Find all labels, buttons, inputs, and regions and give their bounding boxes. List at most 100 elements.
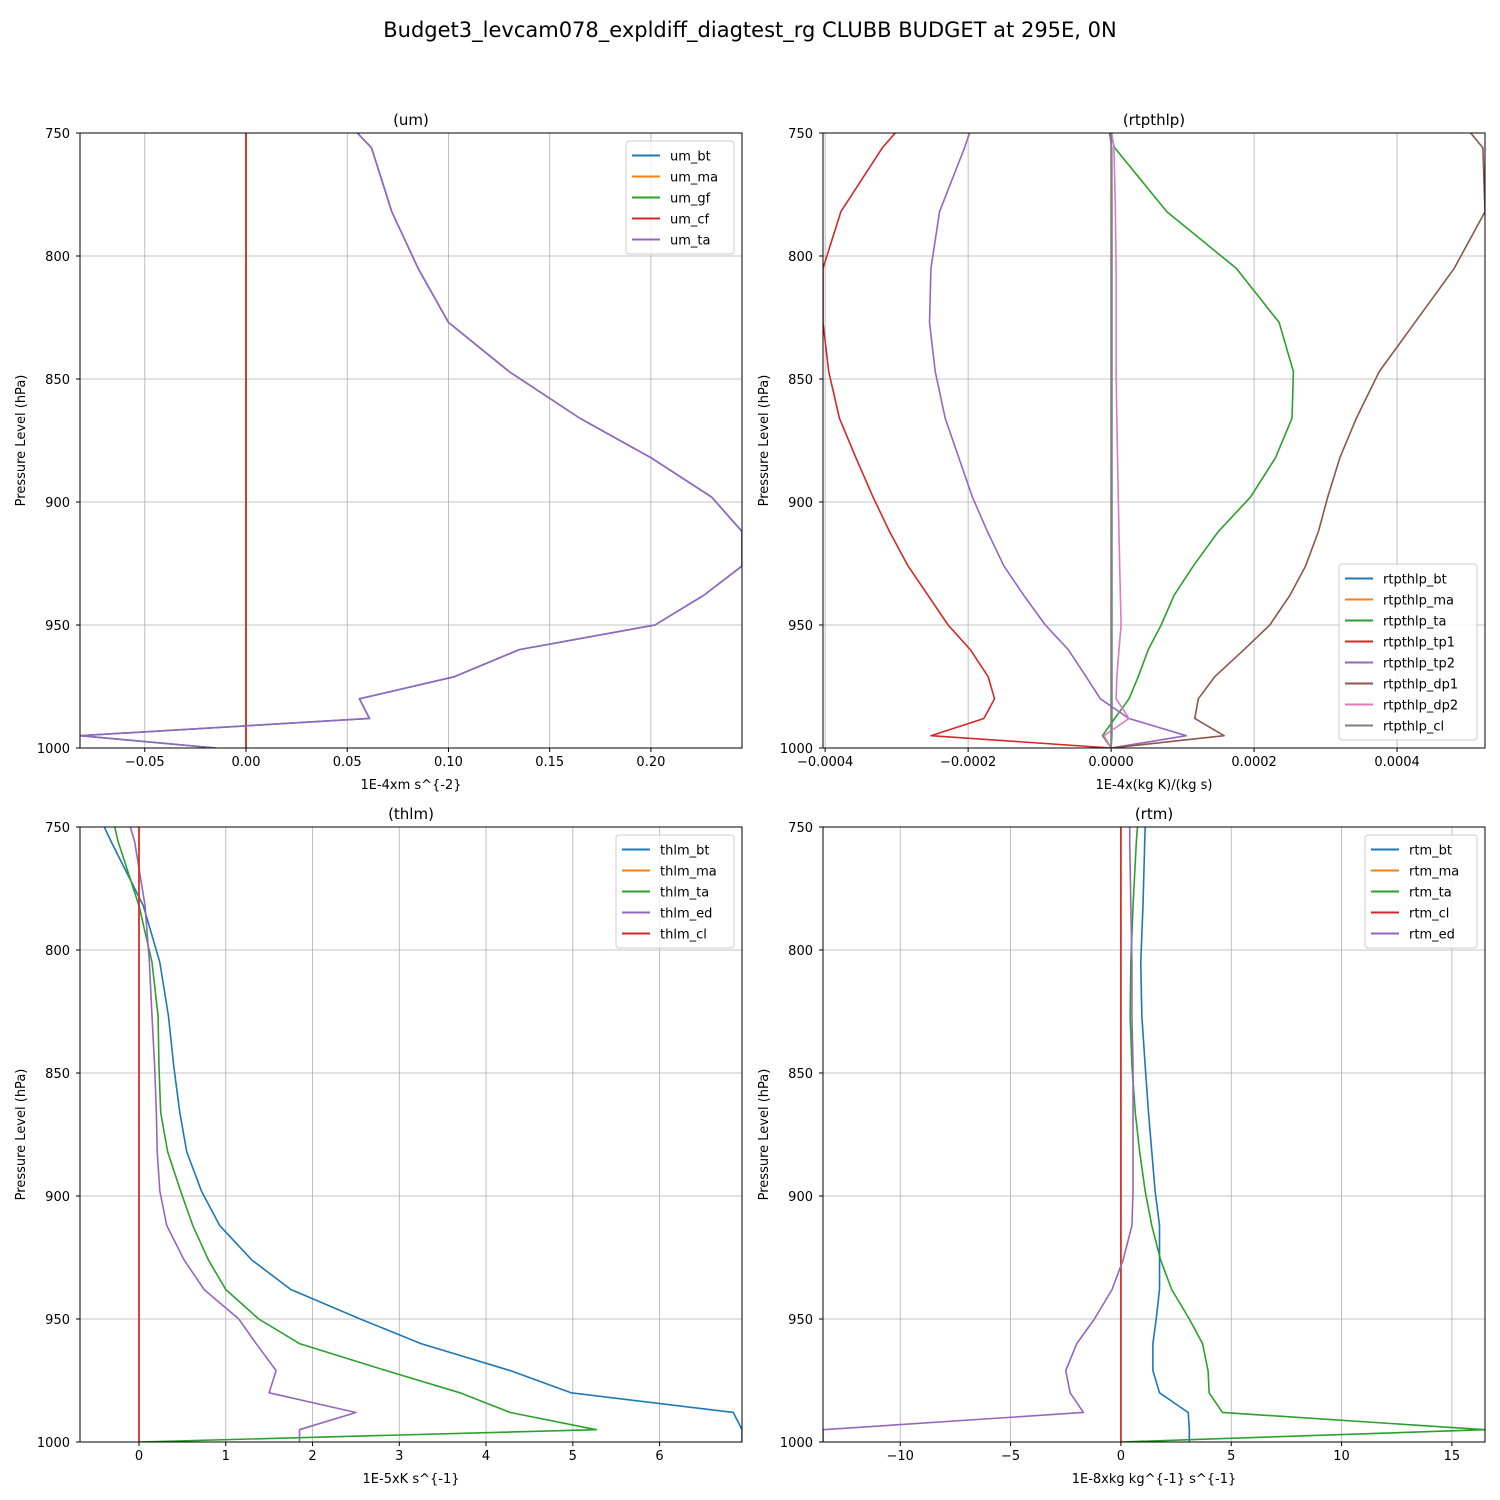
legend-entry-rtm_ta: rtm_ta: [1371, 886, 1452, 901]
y-tick-label: 750: [45, 821, 70, 836]
x-tick-label: −10: [887, 1449, 914, 1464]
y-tick-label: 950: [788, 1313, 813, 1328]
series-lines: [823, 133, 1485, 748]
legend-label-rtm_ed: rtm_ed: [1409, 928, 1455, 943]
legend-entry-rtm_bt: rtm_bt: [1371, 844, 1452, 859]
x-tick-label: −5: [1001, 1449, 1020, 1464]
x-tick-label: 0.0004: [1374, 755, 1420, 770]
y-tick-label: 800: [788, 944, 813, 959]
series-line-rtm_ta: [1120, 827, 1485, 1442]
x-tick-label: 0.00: [232, 755, 261, 770]
series-line-um_ta: [80, 133, 742, 748]
legend-label-rtpthlp_bt: rtpthlp_bt: [1383, 573, 1447, 588]
y-tick-label: 1000: [37, 1436, 70, 1451]
legend: um_bt um_ma um_gf um_cf um_ta: [625, 140, 735, 255]
legend-frame: [1338, 563, 1478, 741]
y-tick-label: 900: [788, 496, 813, 511]
legend-label-rtpthlp_dp2: rtpthlp_dp2: [1383, 699, 1458, 714]
legend-entry-rtpthlp_bt: rtpthlp_bt: [1345, 573, 1447, 588]
legend-entry-um_bt: um_bt: [632, 150, 711, 165]
legend-label-um_ta: um_ta: [670, 234, 710, 249]
series-line-rtpthlp_ta: [1101, 133, 1295, 748]
y-axis-label: Pressure Level (hPa): [757, 1069, 772, 1201]
x-tick-label: 0.0002: [1231, 755, 1277, 770]
panel-title: (thlm): [388, 805, 434, 823]
legend-label-rtpthlp_tp1: rtpthlp_tp1: [1383, 636, 1455, 651]
legend-label-rtpthlp_dp1: rtpthlp_dp1: [1383, 678, 1458, 693]
legend: rtm_bt rtm_ma rtm_ta rtm_cl rtm_ed: [1364, 834, 1478, 949]
series-line-rtm_ed: [823, 827, 1134, 1442]
panel-rtpthlp: −0.0004 −0.0002 0.0000 0.0002 0.0004 750 800 85…: [757, 111, 1486, 793]
series-line-rtm_bt: [1139, 827, 1191, 1442]
legend-label-thlm_cl: thlm_cl: [660, 928, 707, 943]
y-tick-label: 750: [45, 127, 70, 142]
x-tick-label: 4: [482, 1449, 490, 1464]
legend: thlm_bt thlm_ma thlm_ta thlm_ed thlm_cl: [615, 834, 735, 949]
legend-frame: [1364, 834, 1478, 949]
x-tick-label: −0.05: [125, 755, 165, 770]
x-axis-label: 1E-4xm s^{-2}: [360, 778, 461, 793]
series-line-rtpthlp_dp1: [1111, 133, 1485, 748]
x-tick-label: 2: [308, 1449, 316, 1464]
series-line-thlm_ta: [113, 827, 598, 1442]
y-tick-label: 900: [788, 1190, 813, 1205]
x-tick-label: 0: [1117, 1449, 1125, 1464]
legend-entry-rtpthlp_cl: rtpthlp_cl: [1345, 720, 1444, 735]
axes-frame: [79, 132, 743, 749]
y-tick-label: 800: [45, 250, 70, 265]
legend-label-thlm_bt: thlm_bt: [660, 844, 709, 859]
legend-label-um_gf: um_gf: [670, 192, 711, 207]
y-tick-label: 1000: [37, 742, 70, 757]
legend-entry-um_ta: um_ta: [632, 234, 710, 249]
y-tick-label: 850: [45, 1067, 70, 1082]
y-tick-label: 750: [788, 127, 813, 142]
figure-suptitle: Budget3_levcam078_expldiff_diagtest_rg C…: [383, 18, 1116, 43]
x-tick-label: 0: [135, 1449, 143, 1464]
y-tick-label: 900: [45, 1190, 70, 1205]
legend-entry-rtpthlp_dp1: rtpthlp_dp1: [1345, 678, 1458, 693]
y-tick-label: 850: [788, 373, 813, 388]
y-tick-label: 750: [788, 821, 813, 836]
legend-entry-um_cf: um_cf: [632, 213, 710, 228]
series-line-rtpthlp_tp2: [928, 133, 1187, 748]
legend-label-rtm_ma: rtm_ma: [1409, 865, 1459, 880]
x-axis-label: 1E-8xkg kg^{-1} s^{-1}: [1072, 1472, 1237, 1487]
y-tick-label: 800: [45, 944, 70, 959]
x-tick-label: 6: [655, 1449, 663, 1464]
series-lines: [823, 827, 1485, 1442]
legend-label-rtpthlp_tp2: rtpthlp_tp2: [1383, 657, 1455, 672]
legend-entry-thlm_cl: thlm_cl: [622, 928, 707, 943]
y-tick-label: 950: [45, 619, 70, 634]
series-lines: [103, 827, 742, 1442]
x-tick-label: 0.0000: [1088, 755, 1134, 770]
panel-thlm: 0 1 2 3 4 5 6 750 800 850 900 950 1000 (thlm) 1E-5xK s…: [14, 805, 743, 1487]
panel-title: (rtm): [1135, 805, 1173, 823]
legend-entry-um_ma: um_ma: [632, 171, 718, 186]
series-line-thlm_bt: [103, 827, 742, 1442]
x-tick-label: 0.10: [434, 755, 463, 770]
axes-frame: [79, 826, 743, 1443]
y-tick-label: 800: [788, 250, 813, 265]
y-tick-label: 950: [45, 1313, 70, 1328]
x-tick-label: 5: [569, 1449, 577, 1464]
legend-label-um_bt: um_bt: [670, 150, 711, 165]
legend-label-rtpthlp_ta: rtpthlp_ta: [1383, 615, 1446, 630]
x-tick-label: −0.0002: [940, 755, 996, 770]
legend-label-rtm_ta: rtm_ta: [1409, 886, 1452, 901]
legend-entry-um_gf: um_gf: [632, 192, 711, 207]
axes-frame: [822, 132, 1486, 749]
y-tick-label: 900: [45, 496, 70, 511]
x-tick-label: 0.20: [636, 755, 665, 770]
y-tick-label: 1000: [780, 742, 813, 757]
legend-label-thlm_ta: thlm_ta: [660, 886, 709, 901]
y-tick-label: 950: [788, 619, 813, 634]
legend-entry-rtpthlp_tp2: rtpthlp_tp2: [1345, 657, 1455, 672]
legend-entry-rtm_cl: rtm_cl: [1371, 907, 1449, 922]
legend-label-thlm_ed: thlm_ed: [660, 907, 712, 922]
chart-panels: −0.05 0.00 0.05 0.10 0.15 0.20 750 800 850 900 950…: [14, 111, 1486, 1487]
y-tick-label: 1000: [780, 1436, 813, 1451]
legend-entry-rtm_ed: rtm_ed: [1371, 928, 1455, 943]
legend-entry-thlm_bt: thlm_bt: [622, 844, 709, 859]
legend-label-thlm_ma: thlm_ma: [660, 865, 717, 880]
